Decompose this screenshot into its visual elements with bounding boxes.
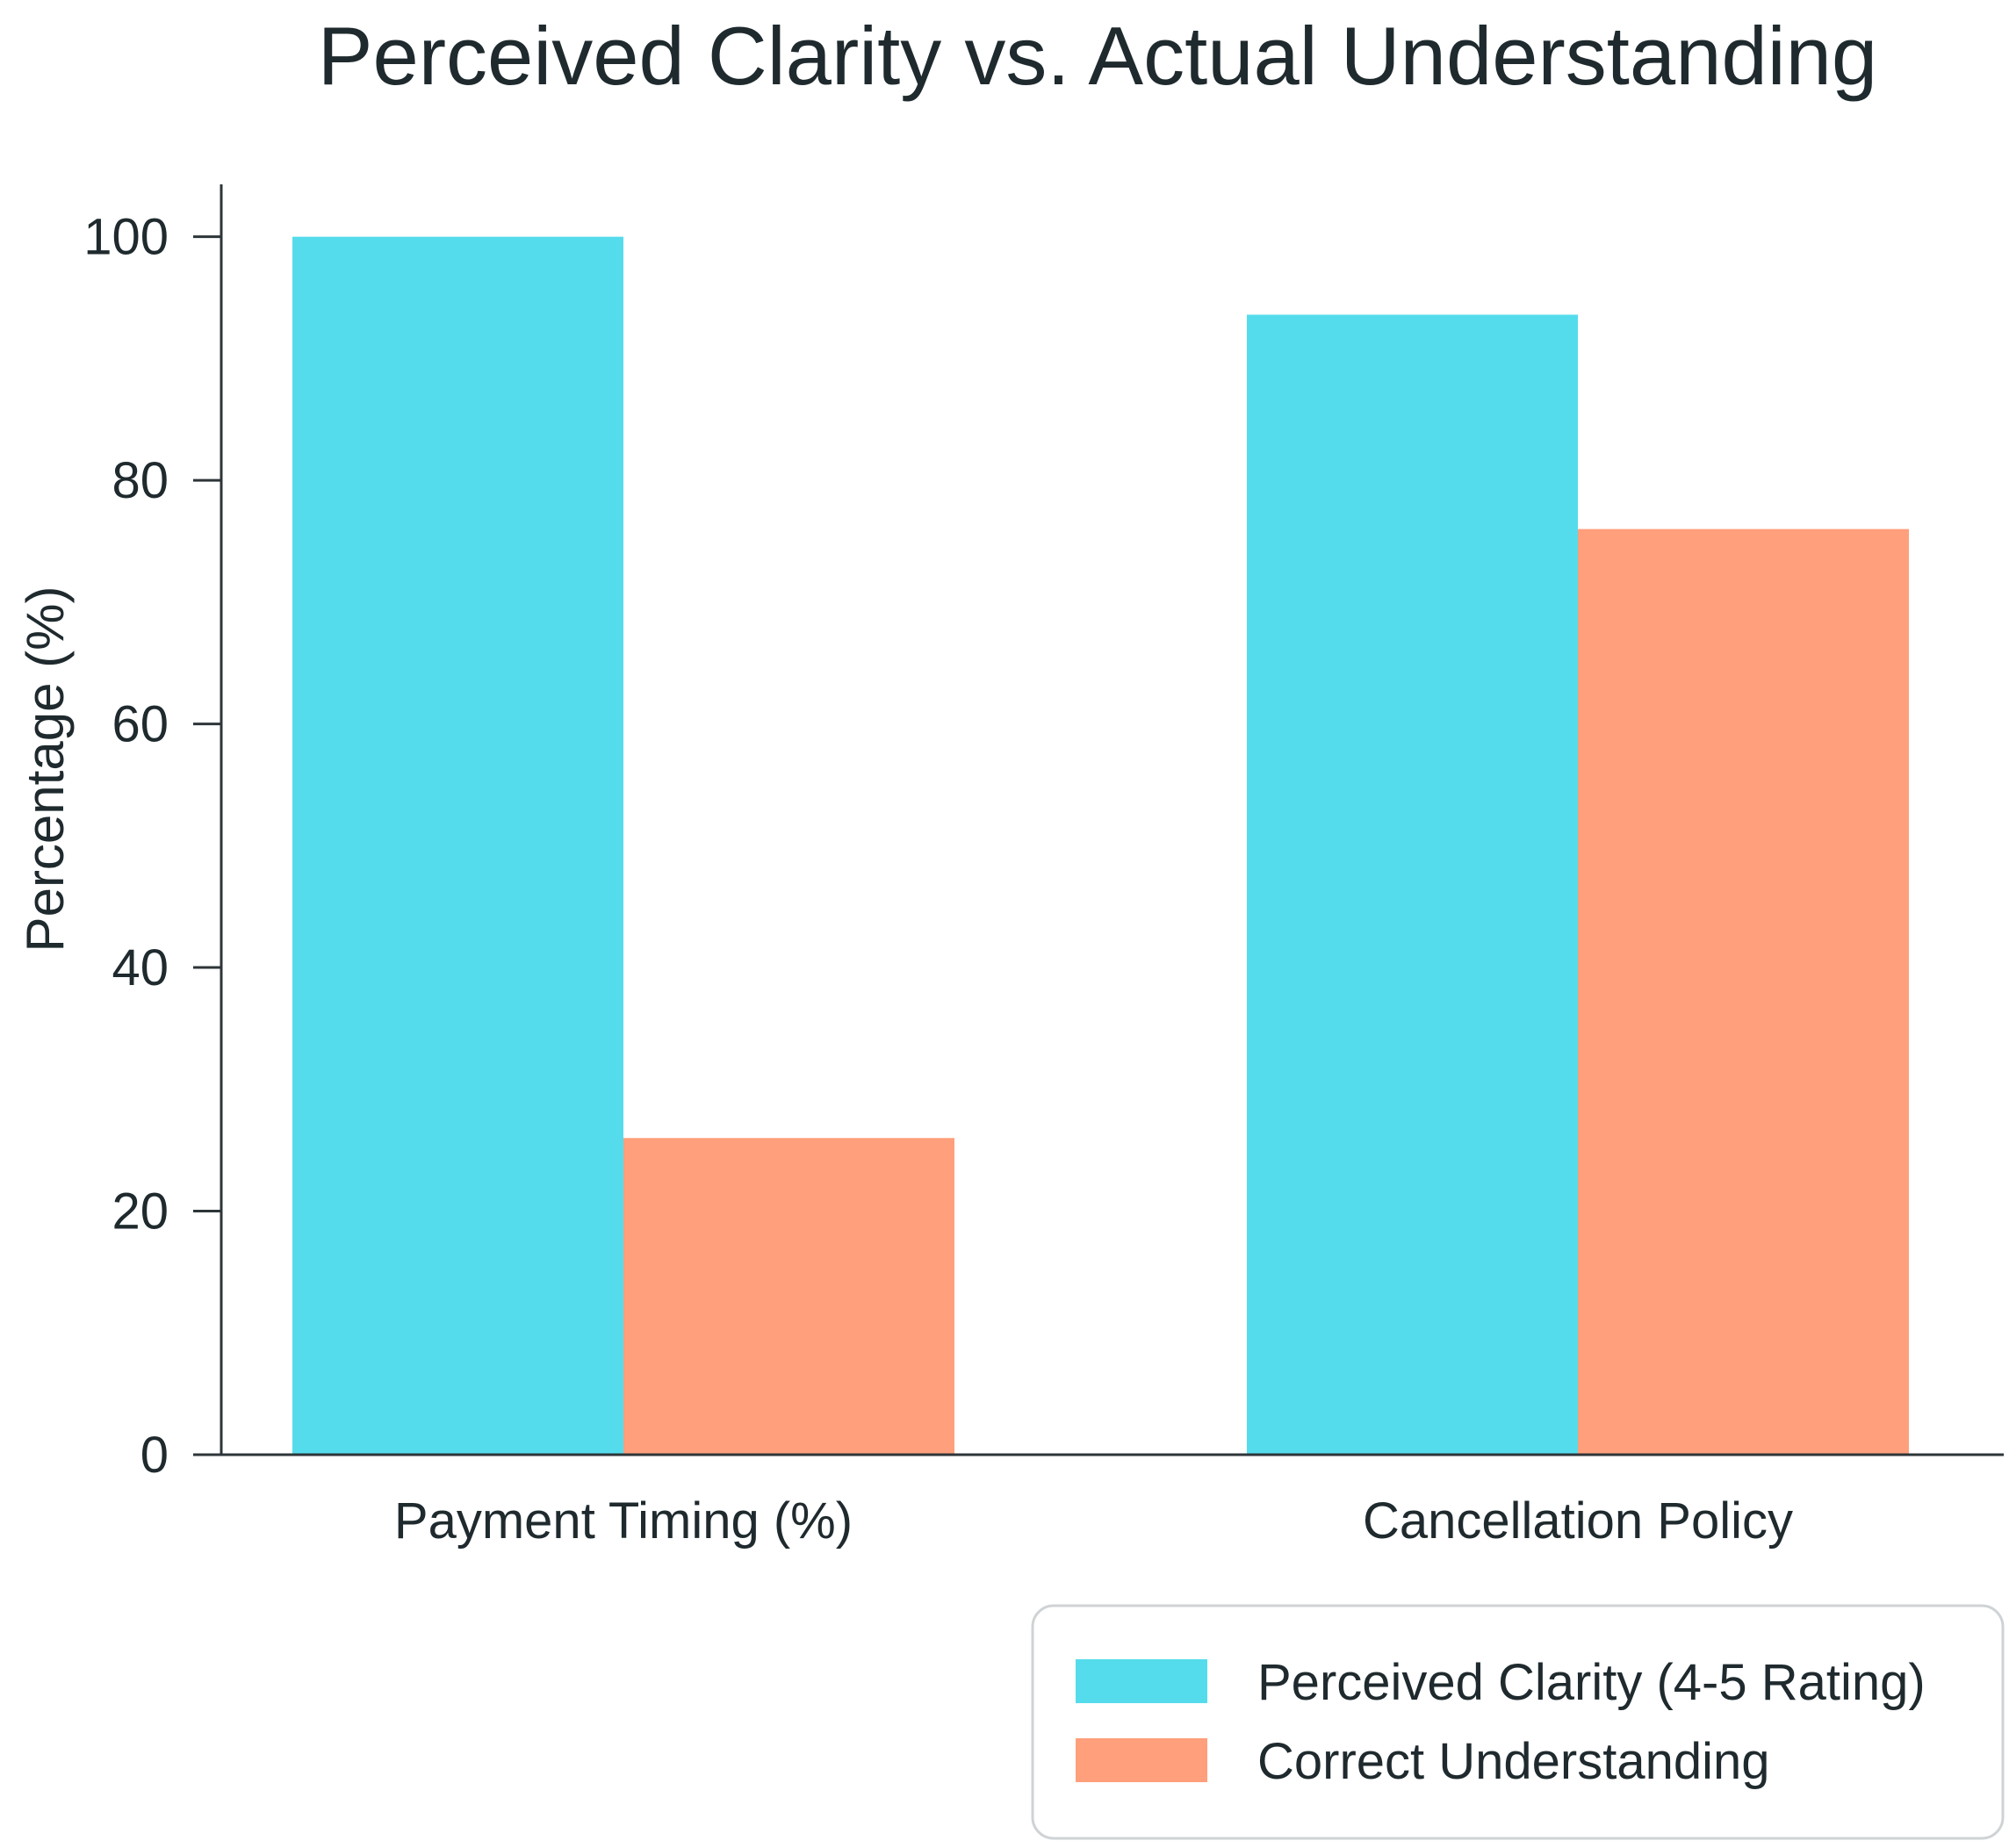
y-tick-label: 0 xyxy=(140,1427,169,1484)
legend-box xyxy=(1031,1604,2005,1840)
axes-layer xyxy=(220,184,2004,1456)
x-tick-label: Payment Timing (%) xyxy=(394,1492,853,1550)
y-tick-label: 100 xyxy=(83,209,169,266)
y-ticks: 0 20 40 60 80 100 xyxy=(83,209,221,1484)
y-tick-label: 80 xyxy=(112,452,169,509)
legend: Perceived Clarity (4-5 Rating) Correct Un… xyxy=(1031,1604,2005,1840)
y-tick-label: 20 xyxy=(112,1183,169,1240)
bars-layer xyxy=(292,236,1909,1456)
y-axis-label: Percentage (%) xyxy=(16,586,75,953)
y-tick-label: 40 xyxy=(112,939,169,996)
legend-swatch-correct-understanding xyxy=(1076,1738,1207,1782)
x-tick-label: Cancellation Policy xyxy=(1363,1492,1793,1550)
bar-correct-understanding-0 xyxy=(623,1138,954,1455)
chart-title: Perceived Clarity vs. Actual Understandi… xyxy=(318,10,1877,102)
legend-label-correct-understanding: Correct Understanding xyxy=(1257,1733,1770,1790)
bar-perceived-clarity-0 xyxy=(292,236,623,1456)
y-tick-label: 60 xyxy=(112,696,169,753)
x-tick-labels: Payment Timing (%) Cancellation Policy xyxy=(394,1492,1793,1550)
legend-label-perceived-clarity: Perceived Clarity (4-5 Rating) xyxy=(1257,1654,1926,1711)
legend-swatch-perceived-clarity xyxy=(1076,1659,1207,1703)
legend-items: Perceived Clarity (4-5 Rating) Correct Un… xyxy=(1076,1654,1926,1790)
bar-correct-understanding-1 xyxy=(1578,529,1909,1455)
bar-perceived-clarity-1 xyxy=(1247,314,1578,1456)
